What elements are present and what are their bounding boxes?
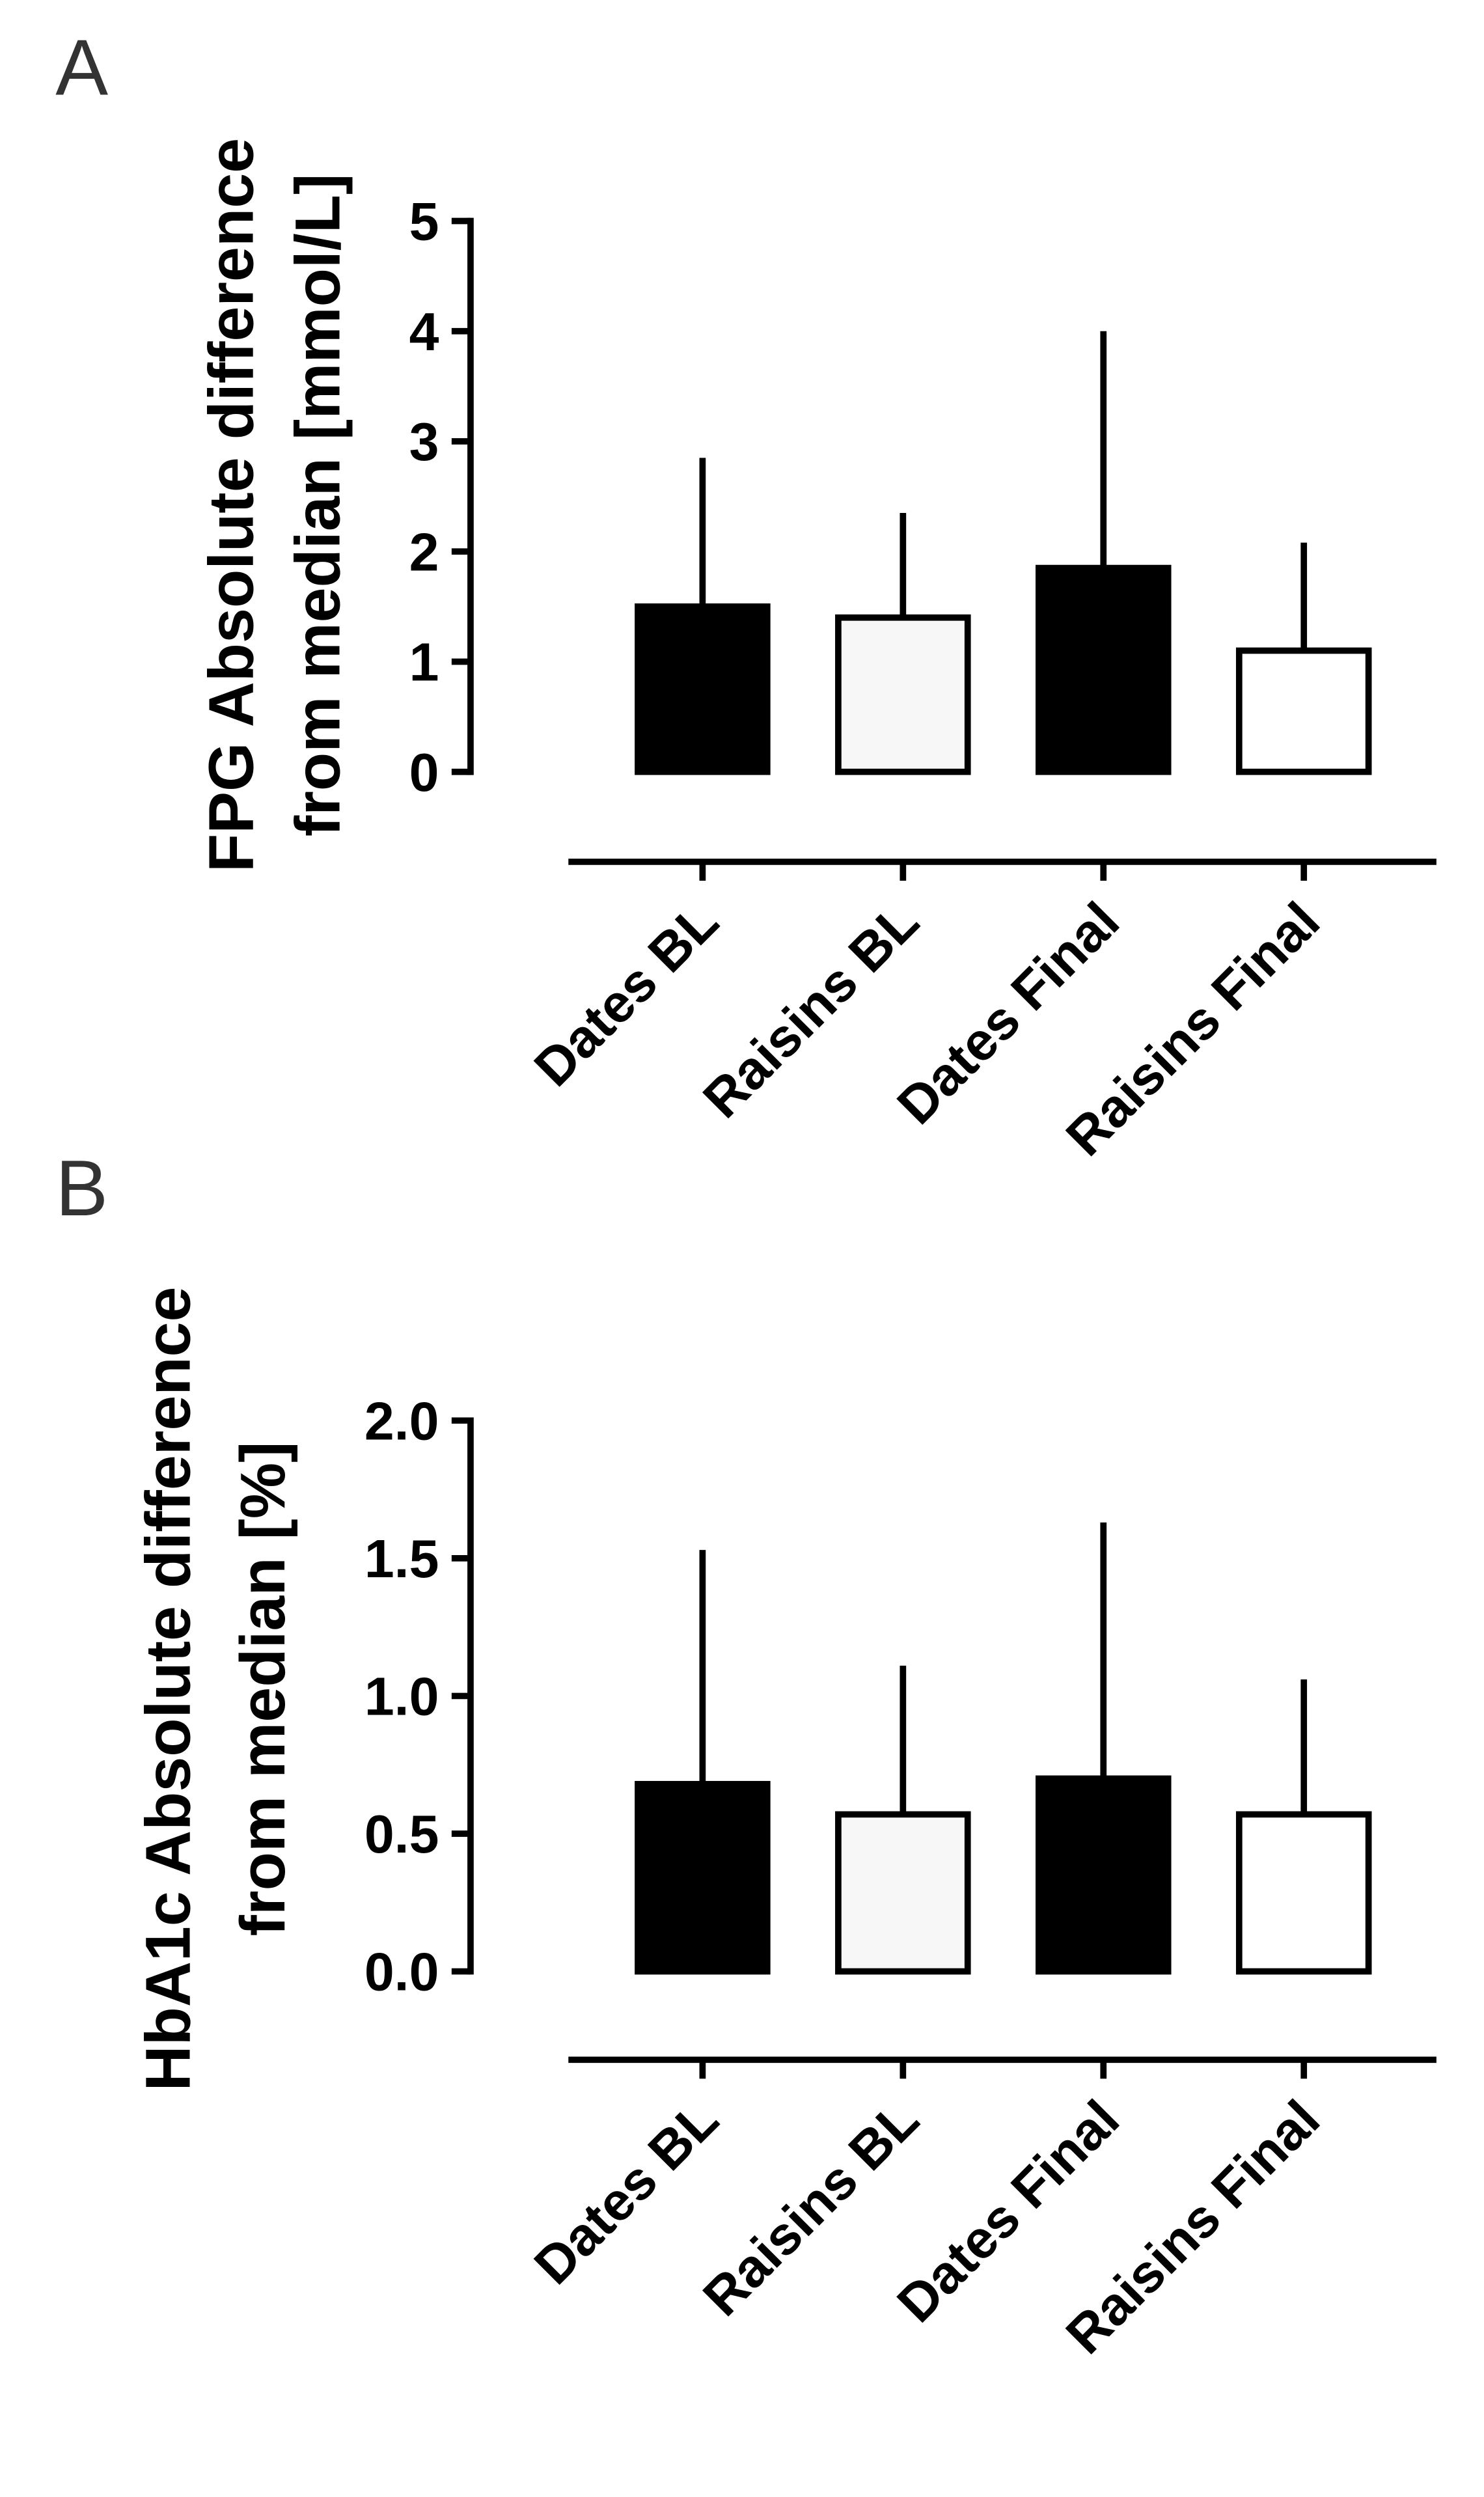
y-tick-label: 3 xyxy=(409,412,439,472)
bar xyxy=(1235,1811,1372,1975)
y-tick-label: 0.5 xyxy=(364,1804,439,1864)
bar xyxy=(635,603,771,775)
y-tick-label: 1.0 xyxy=(364,1667,439,1727)
x-tick-label: Dates BL xyxy=(523,891,730,1098)
bar xyxy=(835,1811,971,1975)
y-tick-label: 0 xyxy=(409,743,439,803)
y-axis-label: from median [mmol/L] xyxy=(282,174,353,836)
panel-label: A xyxy=(55,23,108,111)
y-tick-label: 2.0 xyxy=(364,1391,439,1451)
y-tick-label: 4 xyxy=(409,302,439,362)
y-axis-label: HbA1c Absolute difference xyxy=(132,1287,203,2091)
y-tick-label: 2 xyxy=(409,522,439,582)
y-tick-label: 1.5 xyxy=(364,1529,439,1589)
y-tick-label: 1 xyxy=(409,633,439,693)
bar xyxy=(1036,564,1172,775)
y-tick-label: 0.0 xyxy=(364,1942,439,2002)
bar xyxy=(635,1780,771,1975)
bar xyxy=(835,614,971,775)
panel-label: B xyxy=(55,1144,108,1232)
x-tick-label: Dates BL xyxy=(523,2089,730,2296)
y-axis-label: from median [%] xyxy=(227,1442,298,1937)
y-tick-label: 5 xyxy=(409,192,439,252)
bar xyxy=(1036,1775,1172,1975)
bar xyxy=(1235,647,1372,775)
y-axis-label: FPG Absolute difference xyxy=(195,138,266,872)
